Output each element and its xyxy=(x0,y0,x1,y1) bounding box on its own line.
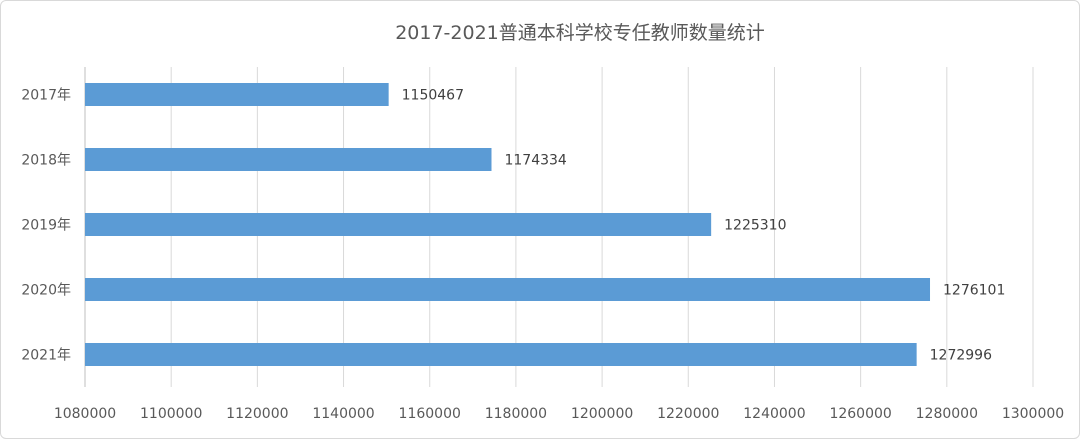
x-tick-label: 1200000 xyxy=(571,406,633,422)
y-category-label: 2018年 xyxy=(21,153,71,169)
bar xyxy=(85,148,492,171)
data-label: 1150467 xyxy=(402,88,464,104)
x-tick-label: 1180000 xyxy=(485,406,547,422)
data-label: 1225310 xyxy=(724,218,786,234)
y-category-label: 2021年 xyxy=(21,348,71,364)
bars xyxy=(85,83,931,366)
x-tick-label: 1140000 xyxy=(312,406,374,422)
x-tick-label: 1240000 xyxy=(743,406,805,422)
bar xyxy=(85,213,712,236)
bar xyxy=(85,83,389,106)
chart-title: 2017-2021普通本科学校专任教师数量统计 xyxy=(395,22,765,44)
x-tick-label: 1220000 xyxy=(657,406,719,422)
x-tick-label: 1120000 xyxy=(226,406,288,422)
data-label: 1174334 xyxy=(504,153,566,169)
x-tick-label: 1260000 xyxy=(829,406,891,422)
labels: 1080000 1100000 1120000 1140000 1160000 11800… xyxy=(21,88,1064,423)
x-tick-label: 1100000 xyxy=(140,406,202,422)
bar xyxy=(85,278,931,301)
y-category-label: 2020年 xyxy=(21,283,71,299)
data-label: 1276101 xyxy=(943,283,1005,299)
data-label: 1272996 xyxy=(930,348,992,364)
x-tick-label: 1280000 xyxy=(916,406,978,422)
x-tick-label: 1300000 xyxy=(1002,406,1064,422)
y-category-label: 2019年 xyxy=(21,218,71,234)
x-tick-label: 1080000 xyxy=(54,406,116,422)
bar xyxy=(85,343,917,366)
y-category-label: 2017年 xyxy=(21,88,71,104)
x-tick-label: 1160000 xyxy=(399,406,461,422)
